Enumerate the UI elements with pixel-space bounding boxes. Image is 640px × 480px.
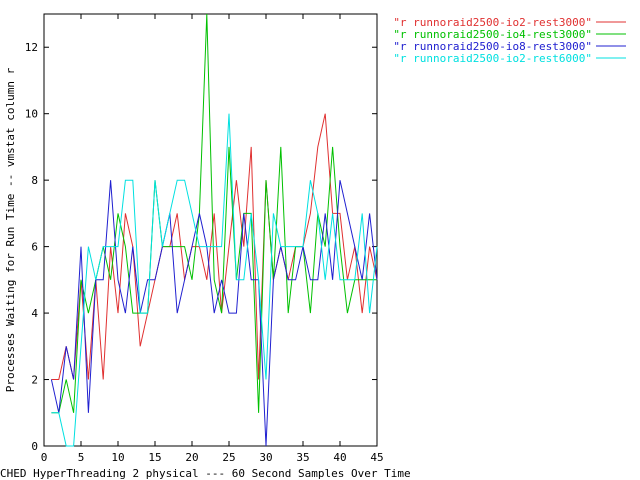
legend-label-1: "r runnoraid2500-io2-rest3000" — [393, 16, 592, 29]
axis-ticks: 0 5 10 15 20 25 30 35 40 45 0 2 4 6 8 10 12 — [25, 14, 384, 464]
plot-border — [43, 13, 378, 447]
x-tick-label: 0 — [41, 451, 48, 464]
series-line-1 — [51, 113, 378, 380]
legend-label-4: "r runnoraid2500-io2-rest6000" — [393, 52, 592, 65]
y-tick-label: 2 — [31, 374, 38, 387]
y-axis-label: Processes Waiting for Run Time -- vmstat… — [4, 67, 17, 392]
x-tick-label: 20 — [185, 451, 198, 464]
legend: "r runnoraid2500-io2-rest3000""r runnora… — [393, 16, 626, 65]
y-tick-label: 8 — [31, 174, 38, 187]
series-line-4 — [51, 113, 378, 447]
x-tick-label: 45 — [370, 451, 383, 464]
x-tick-label: 35 — [296, 451, 309, 464]
series-lines — [50, 13, 378, 447]
y-tick-label: 4 — [31, 307, 38, 320]
y-tick-label: 10 — [25, 108, 38, 121]
y-tick-label: 12 — [25, 41, 38, 54]
plot-frame — [43, 13, 378, 447]
x-tick-label: 30 — [259, 451, 272, 464]
legend-label-2: "r runnoraid2500-io4-rest3000" — [393, 28, 592, 41]
y-tick-label: 0 — [31, 440, 38, 453]
y-tick-label: 6 — [31, 241, 38, 254]
x-tick-label: 10 — [111, 451, 124, 464]
x-tick-label: 25 — [222, 451, 235, 464]
x-tick-label: 15 — [148, 451, 161, 464]
x-tick-label: 40 — [333, 451, 346, 464]
legend-label-3: "r runnoraid2500-io8-rest3000" — [393, 40, 592, 53]
x-tick-label: 5 — [78, 451, 85, 464]
x-axis-label: CHED HyperThreading 2 physical --- 60 Se… — [0, 467, 411, 480]
